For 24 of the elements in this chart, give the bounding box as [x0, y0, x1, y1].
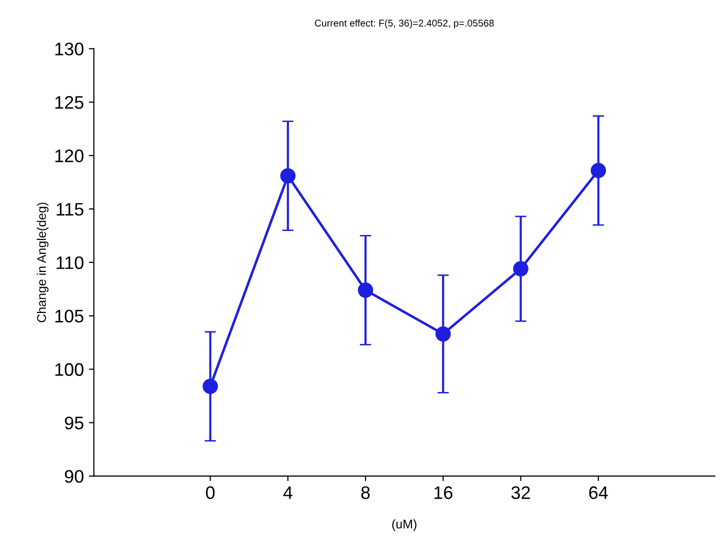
x-tick-label: 0 — [206, 486, 215, 500]
x-tick-label: 32 — [511, 486, 530, 500]
point — [358, 282, 374, 298]
point — [590, 162, 606, 178]
y-tick-label: 105 — [55, 310, 84, 323]
x-axis-title: (uM) — [392, 519, 416, 531]
y-tick-label: 130 — [55, 42, 84, 56]
y-tick-label: 125 — [55, 96, 84, 109]
point — [280, 168, 296, 184]
x-tick-label: 4 — [283, 486, 292, 499]
y-tick-label: 95 — [64, 416, 84, 430]
point — [435, 326, 451, 342]
y-tick-label: 90 — [64, 470, 84, 483]
point — [513, 261, 528, 276]
y-axis-title: Change in Angle(deg) — [36, 202, 48, 322]
x-tick-label: 8 — [361, 486, 370, 500]
y-tick-label: 110 — [56, 256, 84, 270]
y-tick-label: 100 — [55, 363, 84, 376]
chart-title: Current effect: F(5, 36)=2.4052, p=.05568 — [314, 19, 494, 28]
y-tick-label: 115 — [56, 203, 84, 216]
y-tick-label: 120 — [55, 149, 84, 162]
x-tick-label: 16 — [434, 486, 452, 500]
x-tick-label: 64 — [589, 486, 608, 500]
point — [202, 378, 218, 394]
